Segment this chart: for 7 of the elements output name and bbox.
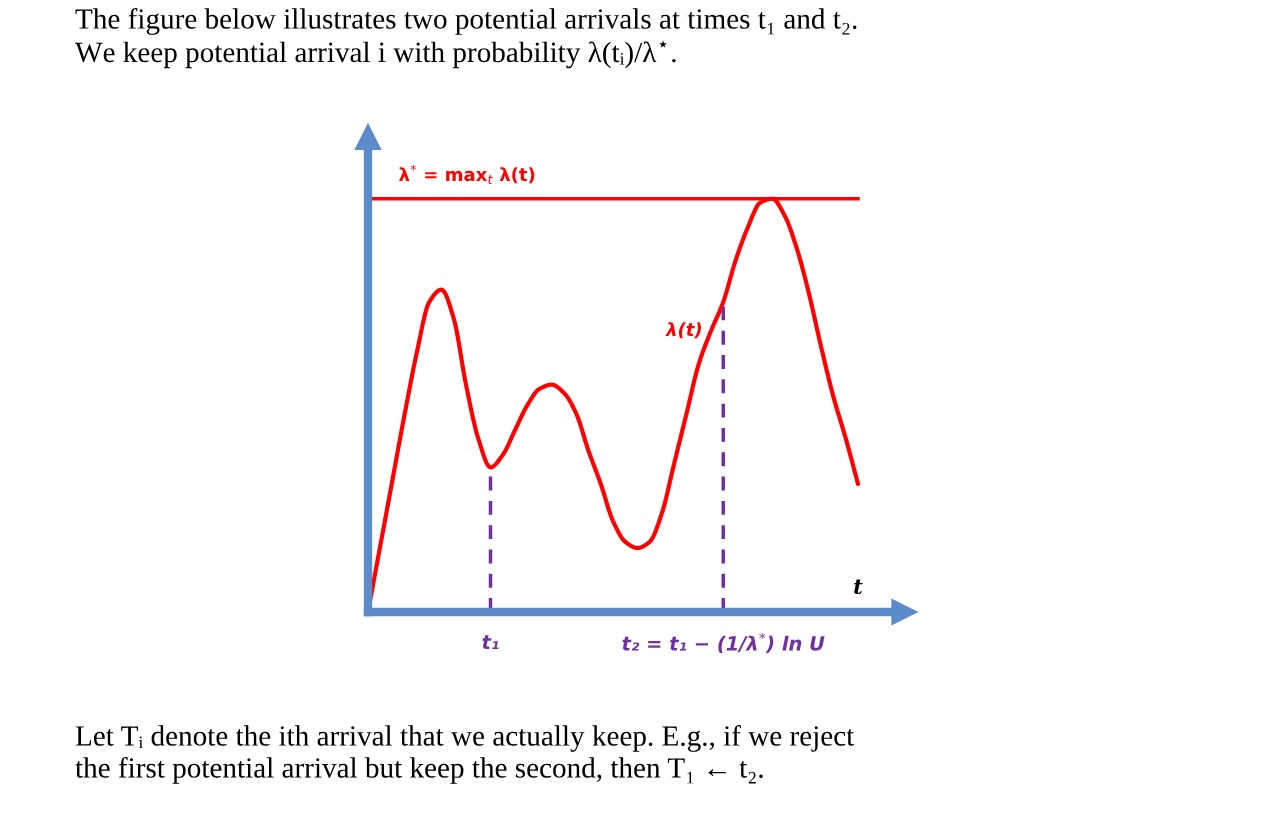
x-axis-title: t — [854, 579, 863, 595]
x-tick-label: t₂ = t₁ − (1/λ$^{*}$) ln U — [622, 632, 825, 654]
chart-title: The figure below illustrates two potential arrivals at times t₁ and t₂. We keep potential arrival i with probability λ(tᵢ)/λ$^{⋆}$. — [75, 8, 857, 69]
series-label: λ(t) — [665, 322, 701, 339]
x-tick-label: t₁ — [482, 635, 499, 650]
ref-line-label: λ$^{*}$ = max$_{t}$ λ(t) — [399, 164, 535, 184]
text: Let Tᵢ denote the ith arrival that we actually keep. E.g., if we reject the first potential arrival but keep the second, then T₁ ← t₂. — [75, 725, 855, 784]
